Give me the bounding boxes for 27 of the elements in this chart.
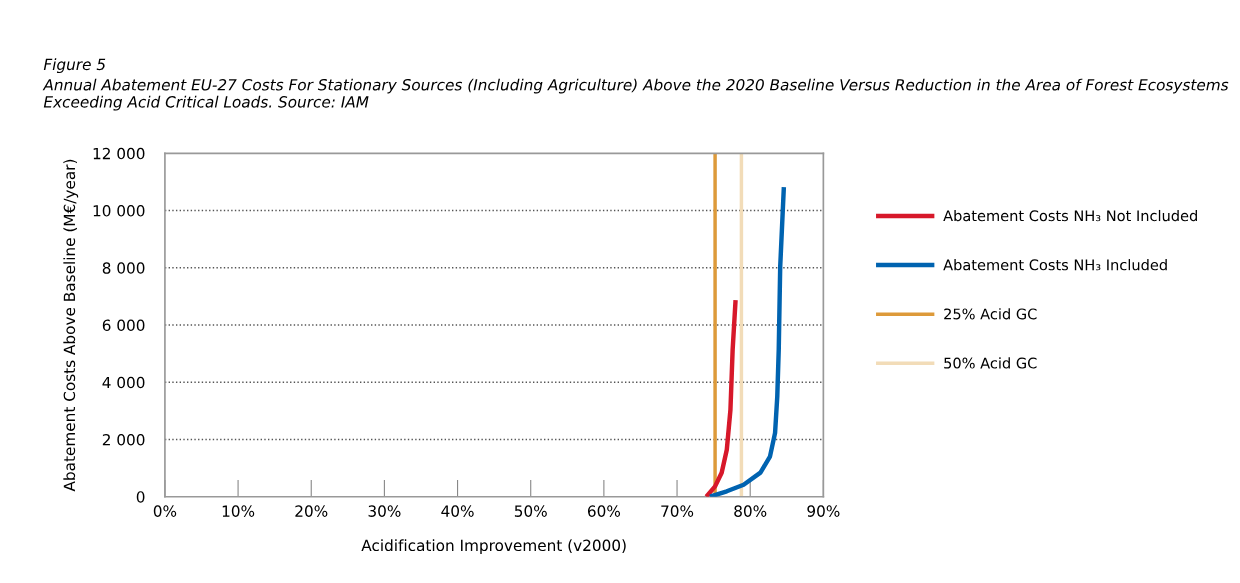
- x-axis-title: Acidification Improvement (v2000): [361, 539, 626, 555]
- chart-subtitle: Annual Abatement EU-27 Costs For Stationary Sources (Including Agriculture) Above the 2020 Baseline Versus Reduction in the Area of Forest Ecosystems Exceeding Acid Critical Loads. Source: IAM: [42, 78, 1229, 111]
- legend-label: 50% Acid GC: [944, 357, 1037, 369]
- legend-label: Abatement Costs NH₃ Not Included: [943, 209, 1197, 222]
- y-tick-label: 12 000: [93, 147, 145, 160]
- x-tick-label: 90%: [807, 505, 840, 517]
- y-tick-label: 6 000: [102, 319, 145, 332]
- legend-label: 25% Acid GC: [944, 308, 1037, 320]
- line-series: [707, 184, 787, 497]
- y-tick-label: 4 000: [102, 376, 145, 389]
- y-tick-label: 8 000: [102, 262, 145, 274]
- y-axis-title: Abatement Costs Above Baseline (M€/year): [63, 159, 79, 492]
- x-tick-label: 80%: [734, 505, 767, 517]
- line-series: [704, 297, 738, 497]
- x-tick-label: 60%: [587, 505, 621, 517]
- y-tick-label: 10 000: [93, 205, 145, 217]
- x-tick-label: 30%: [368, 505, 401, 517]
- y-tick-label: 2 000: [102, 433, 145, 446]
- x-tick-label: 10%: [222, 505, 255, 517]
- x-tick-label: 50%: [514, 505, 547, 517]
- x-tick-label: 0%: [153, 505, 177, 517]
- chart-title: Figure 5: [43, 58, 106, 74]
- x-tick-label: 40%: [441, 505, 474, 517]
- y-tick-label: 0: [136, 491, 145, 503]
- x-tick-label: 70%: [661, 505, 694, 517]
- x-tick-label: 20%: [295, 505, 328, 517]
- legend-label: Abatement Costs NH₃ Included: [943, 259, 1167, 271]
